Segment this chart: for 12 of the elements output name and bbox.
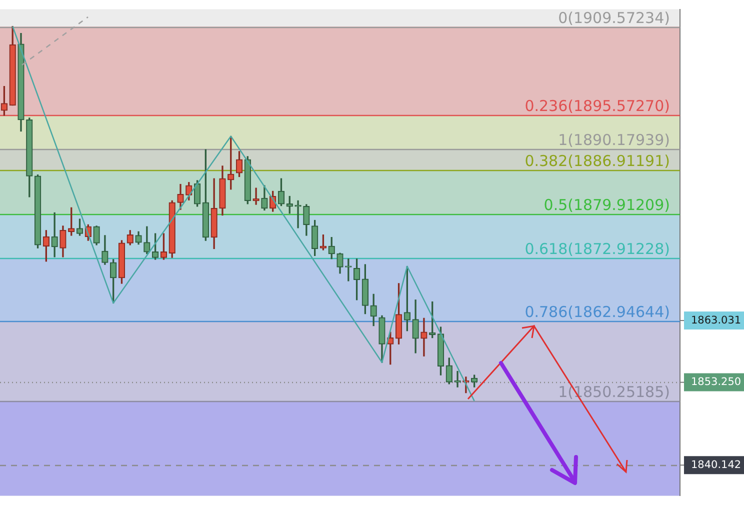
ref-line-label: 0.5(1879.91209) (544, 196, 670, 214)
ref-line-label: 0.786(1862.94644) (524, 302, 670, 321)
candlestick (420, 318, 428, 356)
y-tick-label: 1863.031 (691, 314, 742, 326)
ref-line-label: 0.618(1872.91228) (524, 240, 670, 258)
ref-line-label: 0.236(1895.57270) (524, 96, 670, 115)
ref-line-label: 1(1890.17939) (558, 130, 670, 149)
ref-line-label: 0(1909.57234) (558, 8, 670, 27)
candlestick (51, 212, 58, 258)
y-tick-label: 1853.250 (691, 376, 742, 388)
y-tick-label: 1840.142 (691, 458, 742, 471)
ref-line-label: 0.382(1886.91191) (524, 152, 670, 170)
